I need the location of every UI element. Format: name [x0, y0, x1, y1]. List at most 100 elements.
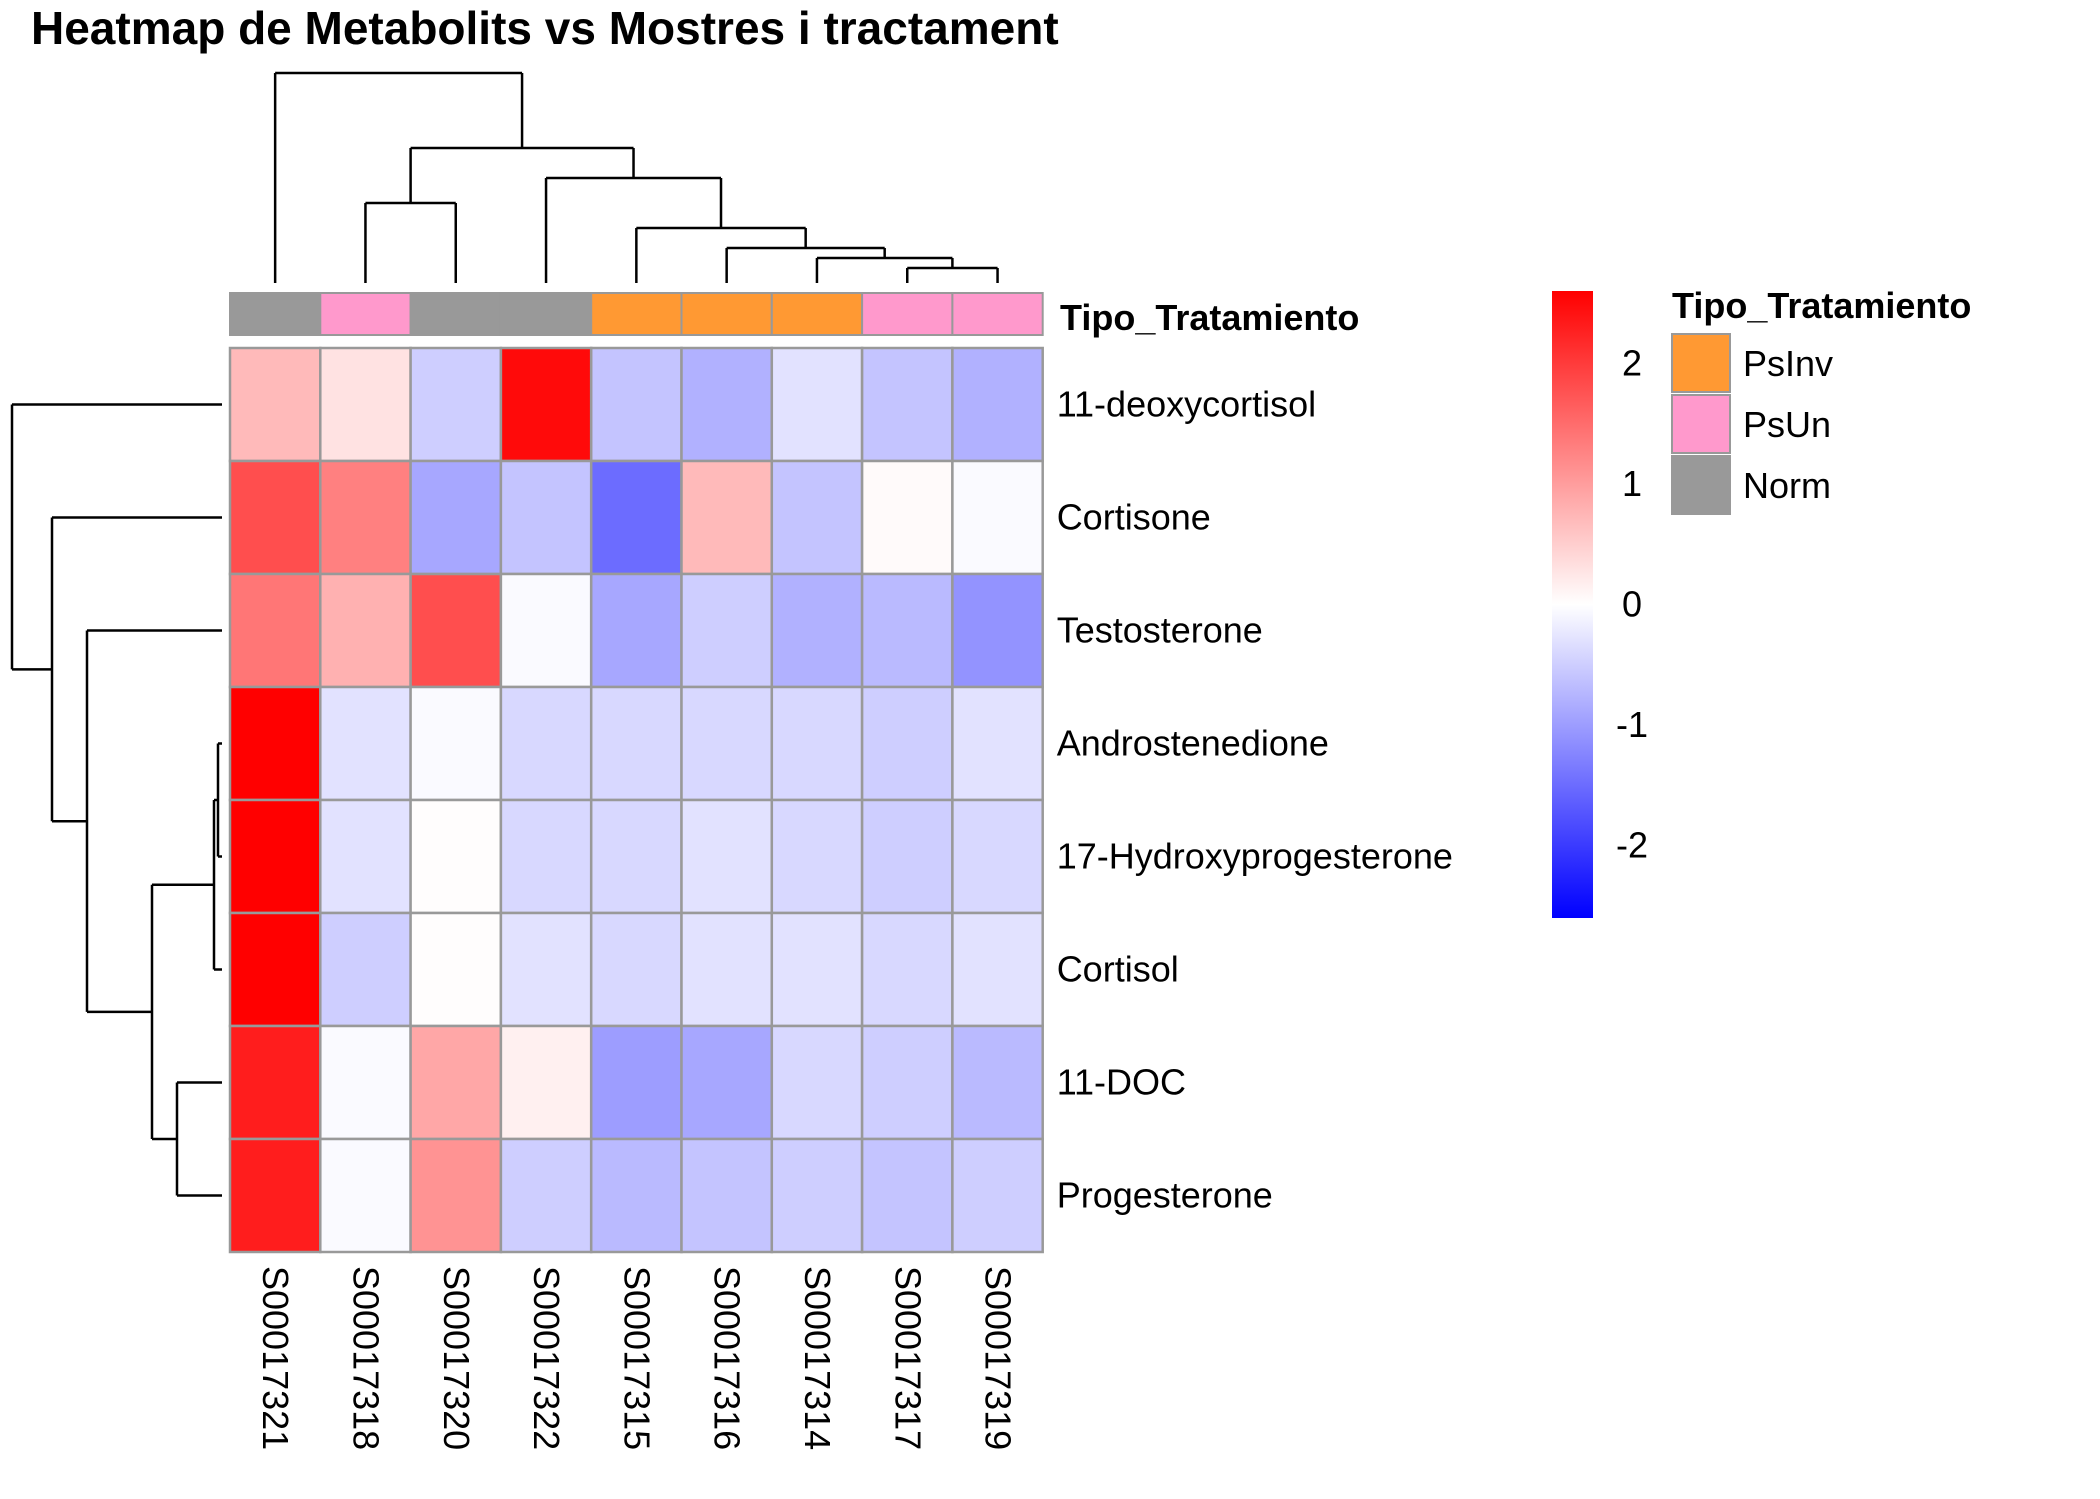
column-label: S00017322 — [526, 1266, 567, 1450]
heatmap-cell — [680, 1024, 774, 1141]
heatmap-cell — [228, 572, 322, 689]
colorbar-tick-label: 1 — [1622, 463, 1642, 504]
row-label: 11-deoxycortisol — [1057, 384, 1316, 425]
heatmap-cell — [319, 346, 412, 463]
heatmap-cell — [770, 346, 864, 463]
heatmap-cell — [770, 1024, 864, 1141]
heatmap-cell — [499, 572, 593, 689]
heatmap-cell — [951, 798, 1044, 915]
heatmap-cell — [409, 346, 503, 463]
heatmap-cell — [589, 1137, 683, 1254]
colorbar-tick-label: -1 — [1616, 704, 1648, 745]
annotation-cell — [229, 292, 322, 336]
heatmap-cell — [860, 685, 954, 802]
heatmap-cell — [319, 1024, 412, 1141]
heatmap-cell — [589, 685, 683, 802]
heatmap-cell — [319, 1137, 412, 1254]
column-dendrogram — [273, 71, 999, 283]
heatmap-cell — [499, 911, 593, 1028]
heatmap-cell — [680, 459, 774, 576]
row-label: Cortisone — [1057, 497, 1211, 538]
heatmap-cell — [770, 572, 864, 689]
legend-swatch — [1671, 333, 1731, 393]
heatmap-cell — [409, 911, 503, 1028]
annotation-cell — [861, 292, 954, 336]
legend-label: PsInv — [1743, 343, 1833, 384]
colorbar-tick-label: 0 — [1622, 584, 1642, 625]
heatmap-cell — [770, 685, 864, 802]
heatmap-cell — [499, 346, 593, 463]
colorbar-tick-label: 2 — [1622, 342, 1642, 383]
legend-swatch — [1671, 455, 1731, 515]
heatmap-cell — [499, 459, 593, 576]
heatmap-cell — [860, 459, 954, 576]
heatmap-cell — [589, 459, 683, 576]
heatmap-cell — [228, 1024, 322, 1141]
heatmap-cell — [499, 1137, 593, 1254]
heatmap-cell — [409, 685, 503, 802]
heatmap-cell — [409, 459, 503, 576]
column-label: S00017321 — [255, 1266, 296, 1450]
legend-label: PsUn — [1743, 404, 1831, 445]
heatmap-cell — [409, 572, 503, 689]
heatmap-cell — [680, 1137, 774, 1254]
legend: PsInv PsUn Norm — [1671, 333, 1833, 515]
column-label: S00017317 — [887, 1266, 928, 1450]
heatmap-cell — [951, 459, 1044, 576]
heatmap-cell — [860, 798, 954, 915]
heatmap-cell — [770, 1137, 864, 1254]
heatmap-cell — [860, 346, 954, 463]
row-label: 17-Hydroxyprogesterone — [1057, 836, 1453, 877]
heatmap-cell — [860, 1024, 954, 1141]
column-label: S00017318 — [345, 1266, 386, 1450]
annotation-cell — [680, 292, 773, 336]
column-labels: S00017321 S00017318 S00017320 S00017322 S000… — [255, 1266, 1018, 1450]
heatmap-cell — [319, 685, 412, 802]
annotation-cell — [590, 292, 683, 336]
heatmap-cell — [499, 1024, 593, 1141]
row-label: Androstenedione — [1057, 723, 1329, 764]
heatmap-cell — [680, 572, 774, 689]
row-labels: 11-deoxycortisol Cortisone Testosterone And… — [1057, 384, 1453, 1216]
legend-swatch — [1671, 394, 1731, 454]
colorbar-tick-label: -2 — [1616, 825, 1648, 866]
heatmap-cell — [680, 685, 774, 802]
annotation-cell — [499, 292, 593, 336]
heatmap-cell — [951, 346, 1044, 463]
heatmap-cell — [319, 459, 412, 576]
heatmap-cell — [228, 798, 322, 915]
heatmap-cell — [951, 911, 1044, 1028]
row-label: Cortisol — [1057, 949, 1179, 990]
heatmap-cell — [319, 572, 412, 689]
heatmap-cell — [951, 685, 1044, 802]
heatmap-cell — [860, 572, 954, 689]
column-label: S00017320 — [436, 1266, 477, 1450]
heatmap-cell — [770, 459, 864, 576]
heatmap-cell — [228, 459, 322, 576]
annotation-cell — [951, 292, 1044, 336]
heatmap-cell — [589, 346, 683, 463]
row-label: Progesterone — [1057, 1175, 1273, 1216]
heatmap-cell — [228, 685, 322, 802]
heatmap-cell — [409, 1024, 503, 1141]
heatmap-cell — [770, 798, 864, 915]
heatmap-cell — [951, 572, 1044, 689]
annotation-bar — [229, 292, 1044, 336]
heatmap-cell — [680, 911, 774, 1028]
column-label: S00017315 — [616, 1266, 657, 1450]
colorbar — [1552, 291, 1593, 918]
heatmap-cell — [680, 346, 774, 463]
legend-title: Tipo_Tratamiento — [1672, 285, 1971, 326]
row-label: Testosterone — [1057, 610, 1263, 651]
legend-label: Norm — [1743, 465, 1831, 506]
heatmap-cell — [319, 798, 412, 915]
heatmap-cell — [499, 798, 593, 915]
annotation-label: Tipo_Tratamiento — [1060, 297, 1359, 338]
heatmap-cell — [589, 798, 683, 915]
heatmap-cell — [951, 1024, 1044, 1141]
heatmap-cell — [409, 1137, 503, 1254]
colorbar-ticks: 2 1 0 -1 -2 — [1616, 342, 1648, 865]
heatmap-cell — [860, 911, 954, 1028]
row-dendrogram — [10, 403, 222, 1197]
